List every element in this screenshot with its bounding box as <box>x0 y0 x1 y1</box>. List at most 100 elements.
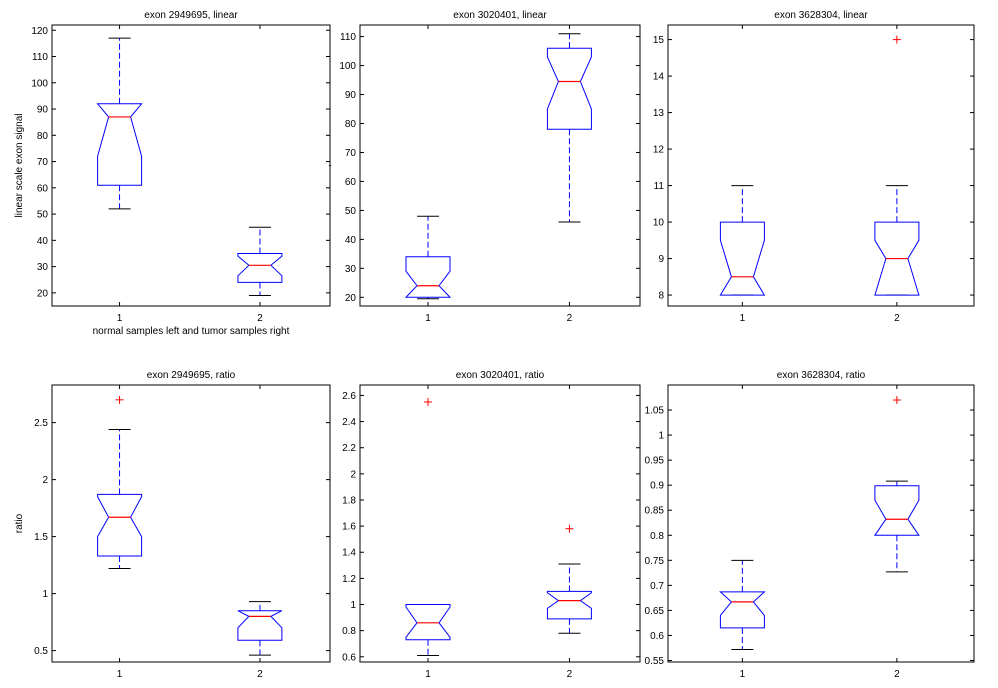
box-1 <box>97 395 143 570</box>
axes-frame <box>51 384 331 663</box>
box-1 <box>404 215 452 300</box>
x-tick-label: 2 <box>257 313 263 324</box>
subplot-4: exon 2949695, ratio 0.5 1 1.5 2 2.5 1 2 ratio <box>14 370 331 680</box>
box-1 <box>96 37 143 210</box>
subplot-6: exon 3628304, ratio 0.55 0.6 0.65 0.7 0.75 0.8… <box>645 370 975 680</box>
axes-frame <box>359 24 641 307</box>
y-tick-label: 8 <box>658 291 664 302</box>
box-1 <box>719 559 766 650</box>
box-body <box>404 256 452 298</box>
y-tick-label: 1 <box>658 431 664 442</box>
chart-title: exon 2949695, ratio <box>147 370 236 381</box>
x-tick-label: 1 <box>117 313 123 324</box>
y-axis-label: , <box>322 164 333 167</box>
x-tick-label: 2 <box>567 669 573 680</box>
subplot-2: exon 3020401, linear 20 30 40 50 60 70 80 90 100 1… <box>322 10 641 324</box>
y-tick-label: 2.4 <box>342 417 356 428</box>
x-tick-label: 1 <box>740 669 746 680</box>
axes-frame <box>667 24 975 307</box>
x-tick-label: 2 <box>894 669 900 680</box>
x-tick-label: 2 <box>894 313 900 324</box>
y-tick-label: 60 <box>345 177 357 188</box>
y-tick-label: 0.95 <box>645 456 665 467</box>
y-tick-label: 1.8 <box>342 495 356 506</box>
y-tick-label: 1.05 <box>645 406 665 417</box>
y-tick-label: 2.2 <box>342 443 356 454</box>
subplot-5: exon 3020401, ratio 0.6 0.8 1 1.2 1.4 1.6 1.8 2 2… <box>342 370 641 680</box>
y-tick-label: 12 <box>653 145 665 156</box>
y-tick-label: 2 <box>42 475 48 486</box>
y-tick-label: 10 <box>653 218 665 229</box>
y-tick-label: 40 <box>345 235 357 246</box>
y-tick-label: 0.85 <box>645 506 665 517</box>
y-tick-label: 0.65 <box>645 606 665 617</box>
y-tick-label: 100 <box>31 78 48 89</box>
box-body <box>546 590 592 620</box>
chart-title: exon 3628304, ratio <box>777 370 866 381</box>
y-tick-label: 0.6 <box>650 631 664 642</box>
box-2 <box>546 524 592 634</box>
x-tick-label: 2 <box>567 313 573 324</box>
subplot-1: exon 2949695, linear 20 30 40 50 60 70 80 90 100 1… <box>14 10 331 337</box>
y-tick-label: 70 <box>345 148 357 159</box>
box-body <box>237 610 283 641</box>
box-2 <box>237 226 283 296</box>
box-2 <box>873 396 920 573</box>
y-tick-label: 2.6 <box>342 391 356 402</box>
y-tick-label: 80 <box>37 131 49 142</box>
box-body <box>719 221 766 296</box>
y-tick-label: 0.55 <box>645 656 665 667</box>
box-body <box>405 604 451 641</box>
box-body <box>873 485 920 536</box>
y-tick-label: 30 <box>345 264 357 275</box>
x-tick-label: 1 <box>425 313 431 324</box>
y-tick-label: 14 <box>653 72 665 83</box>
box-body <box>237 253 283 283</box>
y-tick-label: 1 <box>42 589 48 600</box>
y-tick-label: 110 <box>32 52 48 63</box>
y-tick-label: 9 <box>658 254 664 265</box>
box-body <box>719 591 766 629</box>
box-2 <box>237 601 283 656</box>
box-2 <box>546 33 592 223</box>
y-tick-label: 50 <box>37 210 49 221</box>
y-tick-label: 1.2 <box>342 574 356 585</box>
y-tick-label: 90 <box>345 90 357 101</box>
y-tick-label: 0.75 <box>645 556 665 567</box>
y-tick-label: 90 <box>37 105 49 116</box>
y-axis-label: ratio <box>14 513 25 533</box>
y-tick-label: 11 <box>654 181 665 192</box>
box-2 <box>874 35 920 296</box>
y-tick-label: 1.4 <box>342 548 356 559</box>
y-tick-label: 2 <box>350 469 356 480</box>
y-tick-label: 80 <box>345 119 357 130</box>
y-tick-label: 0.7 <box>650 581 664 592</box>
outlier-marker <box>424 397 433 406</box>
axes-frame <box>667 384 975 663</box>
y-tick-label: 0.5 <box>34 646 48 657</box>
y-tick-label: 50 <box>345 206 357 217</box>
y-tick-label: 70 <box>37 157 49 168</box>
box-1 <box>719 185 766 296</box>
x-tick-label: 1 <box>740 313 746 324</box>
y-tick-label: 20 <box>345 293 357 304</box>
box-body <box>96 103 143 186</box>
axes-frame <box>359 384 641 663</box>
axes-frame <box>51 24 331 307</box>
y-tick-label: 60 <box>37 183 49 194</box>
y-tick-label: 1.5 <box>34 532 48 543</box>
box-body <box>874 221 920 296</box>
box-1 <box>405 397 451 656</box>
y-tick-label: 110 <box>340 32 356 43</box>
chart-title: exon 3020401, ratio <box>456 370 545 381</box>
y-tick-label: 2.5 <box>34 418 48 429</box>
chart-title: exon 3020401, linear <box>453 10 547 21</box>
outlier-marker <box>115 395 124 404</box>
y-tick-label: 40 <box>37 236 49 247</box>
box-body <box>546 47 592 130</box>
y-tick-label: 1 <box>350 600 356 611</box>
y-tick-label: 0.9 <box>650 481 664 492</box>
outlier-marker <box>565 524 574 533</box>
box-body <box>97 493 143 557</box>
